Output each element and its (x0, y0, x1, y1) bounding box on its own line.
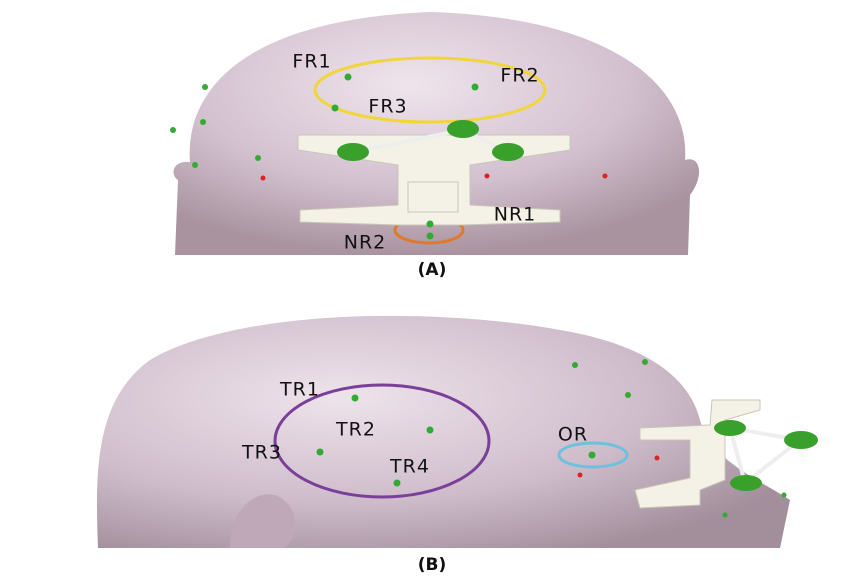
panel-b: TR1 TR2 TR3 TR4 OR (B) (97, 316, 818, 575)
point-label: NR2 (344, 232, 387, 254)
point-label: TR3 (241, 442, 282, 464)
point-label: OR (558, 424, 588, 446)
point-label: TR4 (389, 456, 430, 478)
figure: FR1 FR2 FR3 NR1 NR2 (A) TR1 TR2 (0, 0, 856, 579)
caption: (B) (418, 555, 447, 575)
panel-a: FR1 FR2 FR3 NR1 NR2 (A) (170, 12, 699, 280)
caption: (A) (418, 260, 447, 280)
point-label: FR2 (500, 65, 539, 87)
point-label: FR3 (368, 96, 407, 118)
point-label: FR1 (292, 51, 331, 73)
point-label: TR1 (279, 379, 320, 401)
point-label: TR2 (335, 419, 376, 441)
point-label: NR1 (494, 204, 537, 226)
